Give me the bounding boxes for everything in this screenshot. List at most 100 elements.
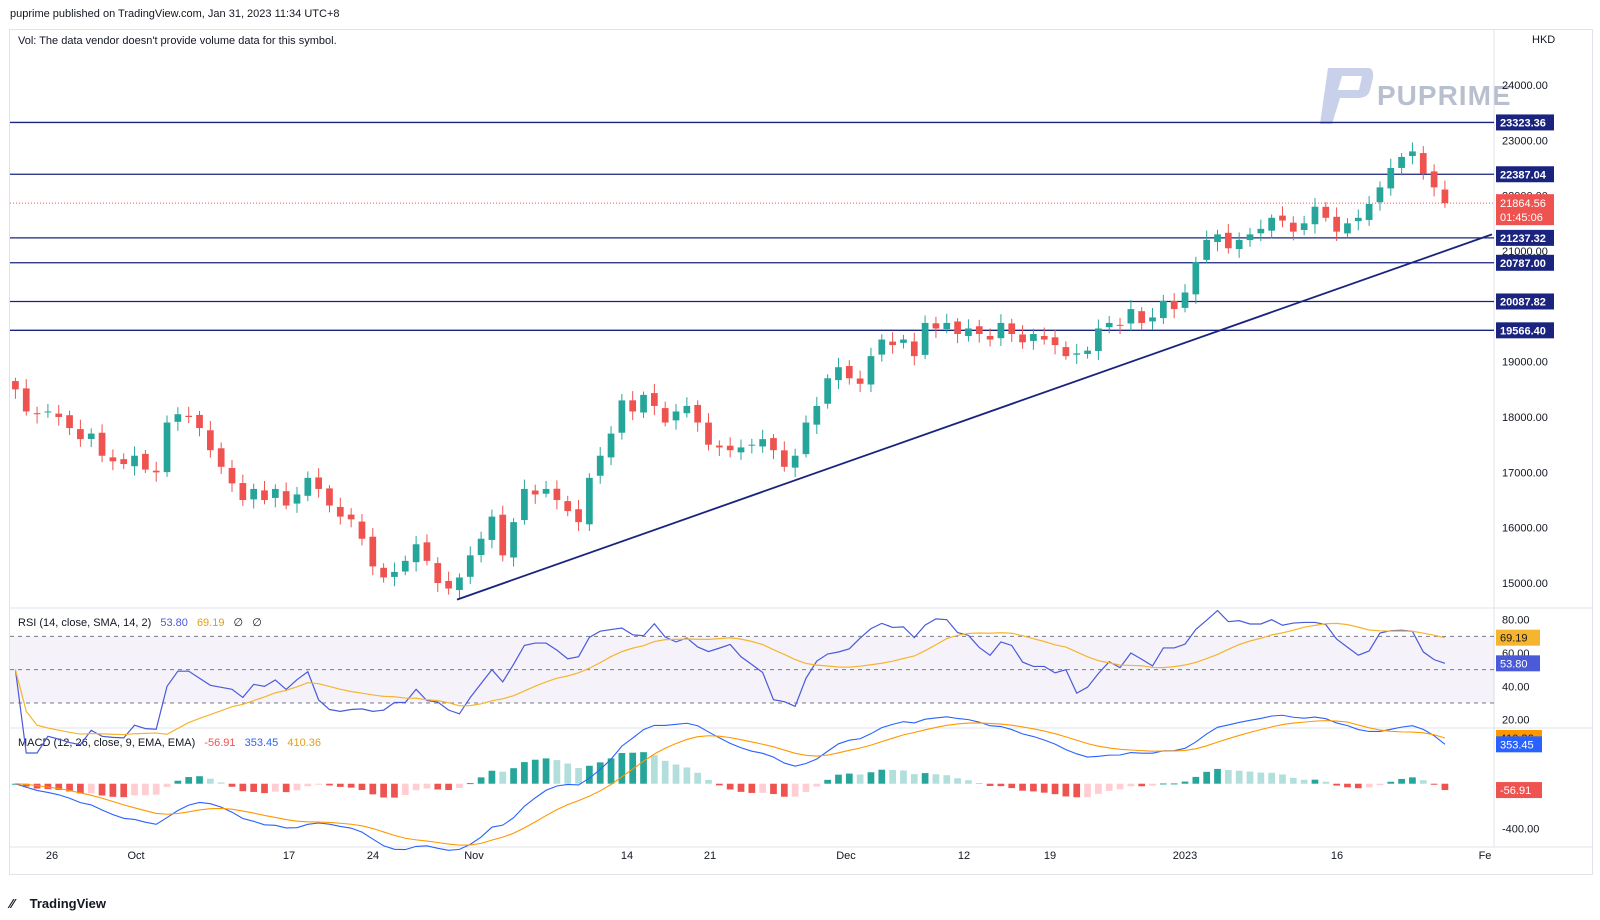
candle-body [607, 433, 615, 458]
macd-histogram-bar [910, 774, 918, 784]
candle-body [326, 488, 333, 506]
candle-body [1235, 239, 1243, 250]
candle-body [705, 422, 712, 445]
rsi-value: 53.80 [160, 617, 188, 629]
macd-histogram-bar [759, 783, 767, 793]
candle-body [1159, 300, 1167, 319]
macd-histogram-bar [87, 783, 95, 794]
candle-body [748, 444, 756, 446]
macd-histogram-bar [206, 778, 214, 784]
watermark-text: PUPRIME [1377, 80, 1512, 111]
rsi-line [14, 609, 1446, 754]
candle-body [347, 514, 355, 520]
macd-histogram-bar [196, 776, 203, 784]
macd-histogram-bar [1138, 783, 1146, 787]
candle-body [87, 433, 95, 440]
macd-histogram-bar [326, 783, 333, 786]
macd-histogram-bar [878, 769, 886, 784]
macd-histogram-bar [1322, 781, 1330, 784]
candle-body [196, 414, 203, 429]
level-badge [1496, 229, 1554, 246]
macd-histogram-bar [1214, 768, 1221, 784]
candle-body [304, 477, 312, 496]
macd-legend[interactable]: MACD (12, 26, close, 9, EMA, EMA) -56.91… [18, 737, 327, 749]
macd-histogram-bar [120, 783, 128, 798]
level-badge [1496, 166, 1554, 183]
candle-body [1257, 228, 1265, 234]
candle-body [715, 445, 723, 448]
macd-histogram-bar [845, 773, 853, 784]
candle-body [900, 339, 907, 343]
candle-body [456, 577, 463, 591]
currency-label: HKD [1532, 34, 1556, 46]
candle-body [1127, 309, 1135, 324]
candle-body [1300, 223, 1308, 230]
candle-body [12, 381, 19, 390]
candle-body [1116, 324, 1124, 326]
candle-body [1311, 206, 1319, 225]
macd-histogram-bar [780, 783, 788, 797]
macd-histogram-bar [1105, 783, 1113, 791]
level-badge [1496, 322, 1554, 339]
macd-histogram-bar [293, 783, 301, 791]
macd-histogram-bar [607, 758, 615, 784]
candle-body [33, 413, 41, 415]
countdown-label: 01:45:06 [1500, 212, 1543, 224]
macd-value-badge [1496, 782, 1542, 799]
macd-histogram-bar [152, 783, 160, 795]
candle-body [564, 501, 572, 512]
candle-body [261, 490, 268, 500]
macd-histogram-bar [228, 783, 236, 787]
rsi-value-badge [1496, 655, 1540, 672]
macd-histogram-bar [586, 765, 593, 784]
time-axis-label: 16 [1331, 850, 1343, 862]
rsi-tick-label: 80.00 [1502, 615, 1530, 627]
macd-histogram-bar [1224, 769, 1232, 784]
macd-histogram-bar [1062, 783, 1070, 797]
macd-histogram-bar [943, 775, 951, 784]
macd-histogram-bar [1246, 771, 1254, 784]
macd-histogram-bar [477, 777, 485, 784]
level-badge [1496, 254, 1554, 271]
candle-body [770, 438, 777, 451]
candle-body [369, 536, 377, 567]
candle-body [1268, 217, 1276, 231]
macd-histogram-bar [250, 783, 258, 792]
candle-body [618, 400, 626, 433]
candle-body [109, 457, 117, 462]
macd-histogram-bar [1170, 783, 1178, 785]
candle-body [391, 571, 398, 577]
candle-body [1105, 322, 1113, 328]
macd-histogram-bar [1311, 779, 1319, 784]
level-badge-label: 20787.00 [1500, 258, 1546, 270]
macd-histogram-bar [1073, 783, 1081, 798]
candle-body [1203, 239, 1211, 260]
time-axis-label: 19 [1044, 850, 1056, 862]
candle-body [553, 488, 561, 500]
macd-histogram-bar [456, 783, 463, 788]
macd-histogram-bar [975, 782, 983, 784]
macd-histogram-bar [510, 768, 517, 784]
candle-body [694, 404, 702, 423]
tradingview-footer[interactable]: ⁄⁄ TradingView [10, 896, 106, 911]
macd-histogram-bar [1235, 770, 1243, 784]
candle-body [163, 422, 171, 473]
rsi-legend[interactable]: RSI (14, close, SMA, 14, 2) 53.80 69.19 … [18, 616, 268, 629]
time-axis-label: 12 [958, 850, 970, 862]
candle-body [228, 468, 236, 484]
rsi-extra-1: ∅ [233, 617, 244, 629]
candle-body [466, 555, 474, 577]
macd-histogram-bar [1365, 783, 1373, 788]
macd-histogram-bar [1203, 771, 1211, 784]
macd-histogram-bar [174, 780, 182, 784]
macd-histogram-bar [412, 783, 420, 791]
macd-histogram-bar [142, 783, 149, 796]
macd-histogram-bar [553, 760, 561, 784]
macd-histogram-bar [1268, 772, 1276, 784]
candle-body [445, 580, 452, 589]
candle-body [358, 521, 366, 539]
macd-line [15, 714, 1446, 851]
macd-histogram-bar [997, 783, 1005, 787]
price-tick-label: 18000.00 [1502, 412, 1548, 424]
